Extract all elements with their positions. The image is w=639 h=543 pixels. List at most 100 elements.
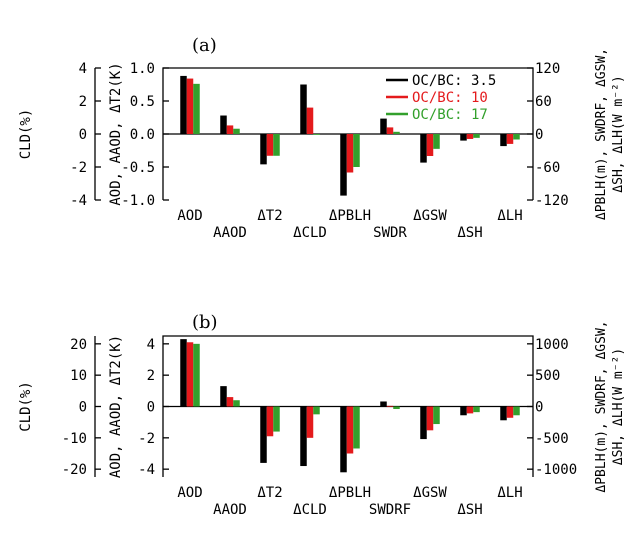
bar — [340, 134, 347, 196]
bar — [180, 75, 187, 134]
x-category-label: ΔLH — [497, 485, 522, 501]
bar — [180, 339, 187, 407]
x-category-label: ΔPBLH — [329, 208, 371, 224]
bar — [220, 115, 227, 134]
bar — [353, 134, 360, 167]
y-right-tick-label: 1000 — [535, 337, 569, 353]
x-category-label: ΔCLD — [293, 502, 327, 518]
y-left-label: AOD, AAOD, ΔT2(K) — [108, 335, 124, 478]
y-right-label-2: ΔSH, ΔLH(W m⁻²) — [611, 348, 626, 465]
x-category-label: AOD — [177, 485, 202, 501]
y-cld-tick-label: 0 — [79, 127, 87, 143]
bar — [273, 134, 280, 156]
bar — [300, 406, 307, 467]
bar — [266, 406, 274, 437]
y-cld-label: CLD(%) — [18, 109, 34, 160]
bar — [386, 405, 394, 407]
bar — [466, 406, 474, 414]
bar — [260, 134, 267, 165]
legend-label: OC/BC: 17 — [412, 107, 488, 123]
x-category-label: ΔCLD — [293, 225, 327, 241]
bar — [233, 128, 240, 134]
bar — [473, 134, 480, 138]
bar — [393, 406, 400, 410]
y-left-tick-label: 2 — [147, 368, 155, 384]
bar — [193, 343, 200, 407]
bar — [426, 134, 434, 156]
bar — [233, 400, 240, 407]
legend-label: OC/BC: 10 — [412, 90, 488, 106]
bar — [260, 406, 267, 463]
bar — [266, 134, 274, 156]
bar — [500, 134, 507, 147]
bar — [353, 406, 360, 449]
panel-a: (a) 1.0 0.5 0.0 -0.5 -1.0 120 60 0 -60 -120 4 2 0 -2 -4… — [18, 35, 626, 241]
bar — [460, 134, 467, 141]
x-category-label: ΔGSW — [413, 208, 447, 224]
y-cld-tick-label: -2 — [70, 160, 87, 176]
y-cld-tick-label: 2 — [79, 94, 87, 110]
legend-label: OC/BC: 3.5 — [412, 73, 496, 89]
y-left-tick-label: -0.5 — [121, 160, 155, 176]
bar — [500, 406, 507, 421]
y-right-tick-label: 500 — [535, 368, 560, 384]
y-right-label-1: ΔPBLH(m), SWDRF, ΔGSW, — [594, 48, 609, 220]
y-right-tick-label: 120 — [535, 61, 560, 77]
panel-b: (b)420-2-410005000-500-100020100-10-20CL… — [18, 312, 626, 518]
bar — [513, 406, 520, 416]
y-left-tick-label: -1.0 — [121, 193, 155, 209]
bar — [433, 406, 440, 425]
bar — [380, 118, 387, 134]
x-category-label: SWDR — [373, 225, 407, 241]
bar — [473, 406, 480, 413]
bar — [193, 83, 200, 134]
bar — [346, 134, 354, 173]
x-category-label: ΔT2 — [257, 485, 282, 501]
bar — [506, 406, 514, 418]
bar — [380, 401, 387, 407]
bar — [306, 406, 314, 438]
bar — [513, 134, 520, 140]
bar — [386, 127, 394, 134]
bar — [226, 125, 234, 134]
bar — [420, 134, 427, 163]
x-category-label: ΔSH — [457, 225, 482, 241]
y-left-tick-label: -2 — [138, 431, 155, 447]
y-left-tick-label: 1.0 — [130, 61, 155, 77]
y-left-tick-label: 0.0 — [130, 127, 155, 143]
bar — [220, 386, 227, 407]
bar — [506, 134, 514, 144]
bar — [306, 107, 314, 134]
y-left-tick-label: -4 — [138, 462, 155, 478]
bar — [313, 134, 320, 135]
x-category-label: ΔLH — [497, 208, 522, 224]
y-right-tick-label: -60 — [535, 160, 560, 176]
bar — [340, 406, 347, 473]
panel-title: (b) — [192, 312, 218, 333]
bar — [226, 397, 234, 407]
x-category-label: AAOD — [213, 225, 247, 241]
y-left-tick-label: 0.5 — [130, 94, 155, 110]
y-right-tick-label: 60 — [535, 94, 552, 110]
bar — [433, 134, 440, 149]
y-right-tick-label: -120 — [535, 193, 569, 209]
bar — [393, 131, 400, 134]
x-category-label: ΔSH — [457, 502, 482, 518]
y-cld-tick-label: 4 — [79, 61, 87, 77]
y-cld-label: CLD(%) — [18, 381, 34, 432]
x-category-label: AOD — [177, 208, 202, 224]
y-right-tick-label: 0 — [535, 127, 543, 143]
bar — [426, 406, 434, 431]
y-cld-tick-label: 10 — [70, 368, 87, 384]
bar — [346, 406, 354, 454]
bar — [460, 406, 467, 416]
bar — [300, 84, 307, 134]
y-cld-tick-label: 20 — [70, 337, 87, 353]
y-cld-tick-label: 0 — [79, 400, 87, 416]
y-right-label-2: ΔSH, ΔLH(W m⁻²) — [611, 75, 626, 192]
x-category-label: SWDRF — [369, 502, 411, 518]
x-category-label: AAOD — [213, 502, 247, 518]
x-category-label: ΔPBLH — [329, 485, 371, 501]
y-left-label: AOD, AAOD, ΔT2(K) — [108, 62, 124, 205]
